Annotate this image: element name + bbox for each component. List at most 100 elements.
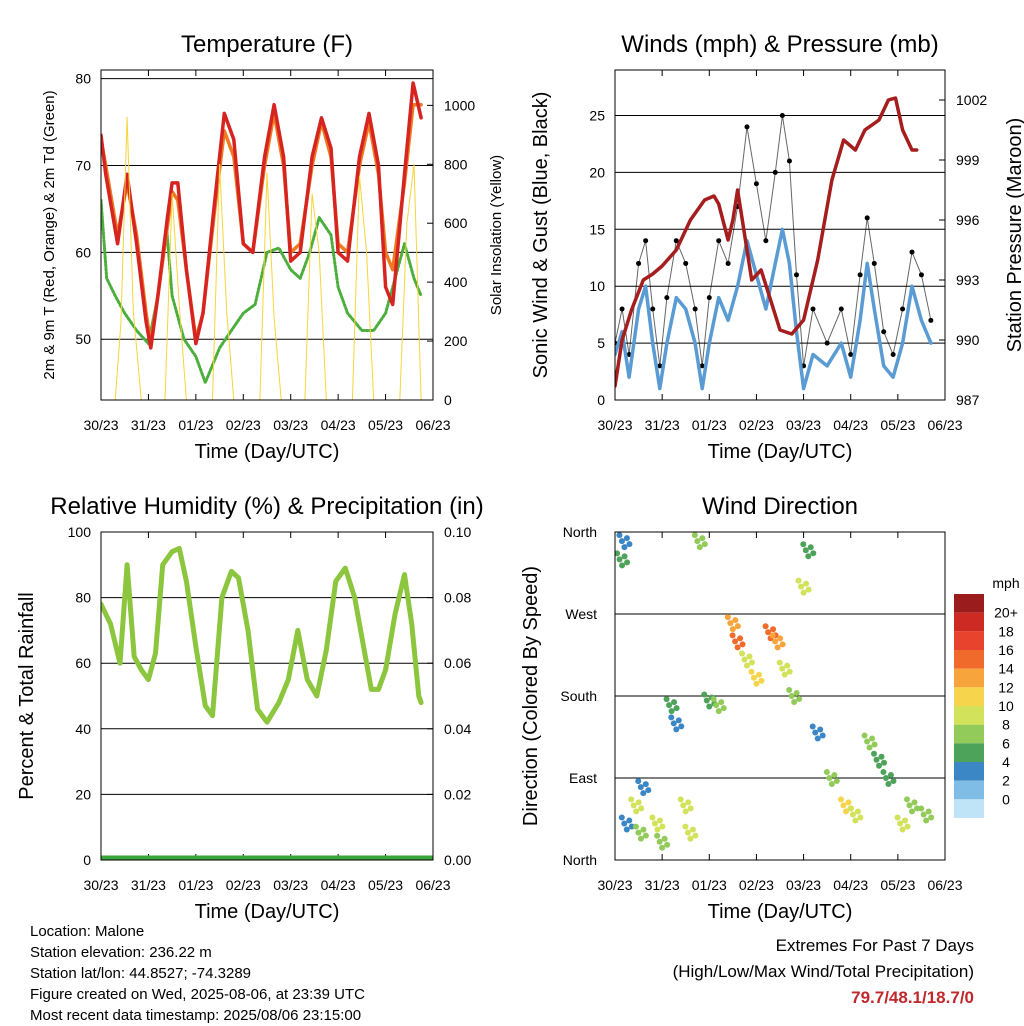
direction-point <box>701 691 708 698</box>
direction-point <box>621 553 628 560</box>
direction-point <box>696 544 703 551</box>
panel-frame <box>614 69 946 401</box>
solar-series <box>101 116 422 400</box>
panel-frame <box>100 69 434 401</box>
direction-point <box>624 559 631 566</box>
direction-point <box>706 703 713 710</box>
colorbar-swatch <box>954 799 984 818</box>
direction-point <box>847 805 854 812</box>
y-tick-label: 20 <box>75 786 91 802</box>
direction-point <box>623 535 630 542</box>
direction-point <box>814 735 821 742</box>
latest-text: Most recent data timestamp: 2025/08/06 2… <box>30 1007 362 1024</box>
direction-point <box>616 532 623 539</box>
y-tick-label: 100 <box>68 524 92 540</box>
direction-point <box>661 835 668 842</box>
direction-point <box>640 790 647 797</box>
direction-point <box>632 823 639 830</box>
y-tick-label: 80 <box>75 590 91 606</box>
colorbar-swatch <box>954 743 984 762</box>
direction-point <box>885 781 892 787</box>
y2-tick-label: 993 <box>956 272 980 288</box>
direction-point <box>911 799 918 806</box>
x-tick-label: 30/23 <box>597 417 632 433</box>
y2-tick-label: 987 <box>956 392 980 408</box>
direction-point <box>619 562 626 569</box>
colorbar-swatch <box>954 780 984 800</box>
direction-point <box>796 696 803 702</box>
direction-point <box>687 835 694 842</box>
direction-point <box>807 544 814 551</box>
elevation-text: Station elevation: 236.22 m <box>30 944 212 961</box>
y-tick-label: East <box>569 770 597 786</box>
colorbar-label: 18 <box>998 623 1014 639</box>
y2-tick-label: 0.06 <box>444 655 471 671</box>
direction-point <box>897 820 904 827</box>
direction-point <box>753 680 760 687</box>
colorbar-label: 14 <box>998 661 1014 677</box>
x-tick-label: 05/23 <box>368 877 403 893</box>
direction-point <box>887 772 894 778</box>
direction-point <box>692 832 699 839</box>
direction-point <box>784 662 791 669</box>
panel-1: Temperature (F) Time (Day/UTC) 30/23 31/23 0… <box>41 31 505 463</box>
colorbar: mph 20+ 18 16 14 12 10 8 6 4 2 0 <box>954 575 1020 818</box>
direction-point <box>673 705 680 712</box>
direction-point <box>890 778 897 784</box>
direction-point <box>909 808 915 815</box>
direction-point <box>691 532 698 539</box>
direction-point <box>626 541 633 548</box>
y2-tick-label: 800 <box>444 156 468 172</box>
direction-point <box>626 817 633 824</box>
y2-tick-label: 0.02 <box>444 786 471 802</box>
direction-point <box>659 823 666 830</box>
colorbar-swatch <box>954 668 984 688</box>
direction-point <box>833 778 840 784</box>
y-tick-label: 50 <box>75 331 91 347</box>
x-tick-label: 31/23 <box>131 877 166 893</box>
y-tick-label: 25 <box>589 108 605 124</box>
colorbar-label: 0 <box>1002 791 1010 807</box>
y2-tick-label: 996 <box>956 212 980 228</box>
direction-point <box>918 805 925 812</box>
direction-point <box>776 659 783 666</box>
panel-title: Temperature (F) <box>181 31 353 58</box>
direction-point <box>732 638 739 645</box>
direction-point <box>739 650 745 657</box>
y-axis-label: 2m & 9m T (Red, Orange) & 2m Td (Green) <box>41 90 58 379</box>
x-tick-label: 03/23 <box>786 417 821 433</box>
direction-point <box>781 671 788 678</box>
y-tick-label: 60 <box>75 655 91 671</box>
direction-point <box>904 796 910 803</box>
direction-point <box>732 617 739 624</box>
direction-point <box>798 583 805 590</box>
direction-point <box>749 659 755 666</box>
panel-frame <box>100 531 434 861</box>
x-tick-label: 04/23 <box>321 417 356 433</box>
direction-point <box>928 814 935 821</box>
direction-point <box>680 802 687 809</box>
x-tick-label: 01/23 <box>692 877 727 893</box>
direction-point <box>869 735 876 742</box>
direction-point <box>615 550 621 557</box>
direction-point <box>724 614 731 621</box>
x-tick-label: 01/23 <box>178 877 213 893</box>
direction-point <box>831 772 838 778</box>
direction-point <box>645 787 652 794</box>
direction-point <box>765 629 772 636</box>
direction-point <box>666 702 673 709</box>
direction-point <box>668 714 675 721</box>
direction-point <box>770 626 777 633</box>
y2-tick-label: 0.04 <box>444 721 471 737</box>
x-tick-label: 05/23 <box>880 877 915 893</box>
direction-point <box>826 775 833 781</box>
direction-point <box>689 826 696 833</box>
direction-point <box>774 644 781 651</box>
direction-point <box>729 626 736 633</box>
y-axis-label: Percent & Total Rainfall <box>16 592 38 800</box>
y-tick-label: 70 <box>75 158 91 174</box>
direction-point <box>777 635 784 642</box>
created-text: Figure created on Wed, 2025-08-06, at 23… <box>30 986 365 1003</box>
x-tick-label: 31/23 <box>131 417 166 433</box>
